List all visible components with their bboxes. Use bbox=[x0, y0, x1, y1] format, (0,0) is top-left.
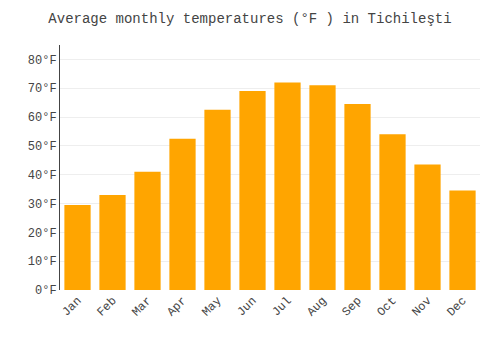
svg-text:Aug: Aug bbox=[304, 294, 329, 319]
svg-text:70°F: 70°F bbox=[28, 82, 57, 96]
svg-text:0°F: 0°F bbox=[35, 284, 57, 298]
svg-text:Jan: Jan bbox=[59, 294, 84, 319]
svg-text:Jul: Jul bbox=[269, 294, 294, 319]
svg-text:Jun: Jun bbox=[234, 294, 259, 319]
svg-text:Oct: Oct bbox=[374, 294, 399, 319]
svg-text:Dec: Dec bbox=[444, 294, 469, 319]
svg-text:50°F: 50°F bbox=[28, 140, 57, 154]
svg-text:60°F: 60°F bbox=[28, 111, 57, 125]
svg-text:Mar: Mar bbox=[129, 294, 154, 319]
svg-text:Apr: Apr bbox=[164, 294, 189, 319]
svg-text:Nov: Nov bbox=[409, 294, 434, 319]
svg-text:Sep: Sep bbox=[339, 294, 364, 319]
svg-text:40°F: 40°F bbox=[28, 169, 57, 183]
svg-text:80°F: 80°F bbox=[28, 54, 57, 68]
svg-text:10°F: 10°F bbox=[28, 255, 57, 269]
svg-text:20°F: 20°F bbox=[28, 227, 57, 241]
svg-text:May: May bbox=[199, 294, 224, 319]
svg-text:30°F: 30°F bbox=[28, 198, 57, 212]
svg-text:Average monthly temperatures (: Average monthly temperatures (°F ) in Ti… bbox=[48, 11, 451, 27]
svg-text:Feb: Feb bbox=[94, 294, 119, 319]
